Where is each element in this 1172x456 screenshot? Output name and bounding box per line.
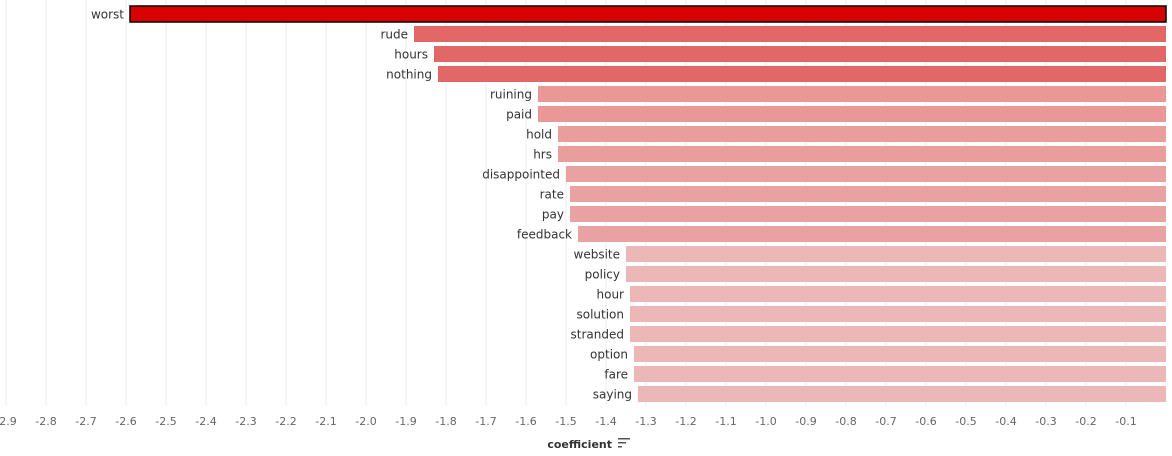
bar-stranded[interactable] <box>630 326 1166 342</box>
x-tick-label: -0.8 <box>835 415 856 428</box>
bar-fare[interactable] <box>634 366 1166 382</box>
bars <box>129 5 1167 402</box>
x-tick-label: -0.1 <box>1115 415 1136 428</box>
bar-website[interactable] <box>626 246 1166 262</box>
bar-solution[interactable] <box>630 306 1166 322</box>
bar-label-nothing: nothing <box>386 68 432 82</box>
x-tick-label: -1.7 <box>475 415 496 428</box>
x-tick-label: -1.1 <box>715 415 736 428</box>
bar-label-fare: fare <box>604 368 628 382</box>
bar-labels: worst rude hours nothing ruining paid hold hrs d… <box>91 8 632 402</box>
x-tick-label: -2.1 <box>315 415 336 428</box>
x-tick-label: -0.2 <box>1075 415 1096 428</box>
x-tick-label: -1.3 <box>635 415 656 428</box>
bar-label-website: website <box>574 248 621 262</box>
bar-label-ruining: ruining <box>490 88 532 102</box>
bar-label-policy: policy <box>585 268 620 282</box>
x-axis-ticks: -2.9 -2.8 -2.7 -2.6 -2.5 -2.4 -2.3 -2.2 -2.1 -2.0… <box>0 415 1137 428</box>
x-tick-label: -0.7 <box>875 415 896 428</box>
x-tick-label: -0.3 <box>1035 415 1056 428</box>
bar-label-rate: rate <box>540 188 564 202</box>
x-tick-label: -2.8 <box>35 415 56 428</box>
bar-hours[interactable] <box>434 46 1166 62</box>
bar-feedback[interactable] <box>578 226 1166 242</box>
x-tick-label: -0.4 <box>995 415 1016 428</box>
x-tick-label: -1.6 <box>515 415 536 428</box>
x-tick-label: -2.4 <box>195 415 216 428</box>
bar-label-disappointed: disappointed <box>482 168 560 182</box>
x-tick-label: -1.2 <box>675 415 696 428</box>
x-tick-label: -1.0 <box>755 415 776 428</box>
bar-label-worst: worst <box>91 8 124 22</box>
bar-option[interactable] <box>634 346 1166 362</box>
bar-label-hour: hour <box>597 288 625 302</box>
x-axis-title: coefficient <box>547 438 612 451</box>
bar-label-feedback: feedback <box>517 228 572 242</box>
bar-label-paid: paid <box>506 108 532 122</box>
bar-policy[interactable] <box>626 266 1166 282</box>
bar-label-hold: hold <box>526 128 552 142</box>
x-tick-label: -0.9 <box>795 415 816 428</box>
bar-label-rude: rude <box>380 28 408 42</box>
bar-label-saying: saying <box>593 388 632 402</box>
x-tick-label: -0.6 <box>915 415 936 428</box>
bar-worst[interactable] <box>129 5 1167 23</box>
x-tick-label: -1.8 <box>435 415 456 428</box>
x-tick-label: -2.3 <box>235 415 256 428</box>
bar-label-pay: pay <box>542 208 564 222</box>
bar-pay[interactable] <box>570 206 1166 222</box>
x-tick-label: -2.7 <box>75 415 96 428</box>
x-tick-label: -1.5 <box>555 415 576 428</box>
bar-hold[interactable] <box>558 126 1166 142</box>
bar-rude[interactable] <box>414 26 1166 42</box>
bar-hrs[interactable] <box>558 146 1166 162</box>
sort-descending-icon[interactable] <box>618 438 630 448</box>
bar-label-hrs: hrs <box>533 148 552 162</box>
bar-ruining[interactable] <box>538 86 1166 102</box>
x-tick-label: -1.9 <box>395 415 416 428</box>
x-tick-label: -2.2 <box>275 415 296 428</box>
bar-paid[interactable] <box>538 106 1166 122</box>
x-tick-label: -0.5 <box>955 415 976 428</box>
bar-label-option: option <box>590 348 628 362</box>
x-tick-label: -2.0 <box>355 415 376 428</box>
bar-label-hours: hours <box>394 48 428 62</box>
bar-label-stranded: stranded <box>571 328 624 342</box>
x-tick-label: -1.4 <box>595 415 616 428</box>
bar-saying[interactable] <box>638 386 1166 402</box>
bar-hour[interactable] <box>630 286 1166 302</box>
bar-rate[interactable] <box>570 186 1166 202</box>
bar-label-solution: solution <box>576 308 624 322</box>
x-tick-label: -2.9 <box>0 415 17 428</box>
x-tick-label: -2.6 <box>115 415 136 428</box>
x-tick-label: -2.5 <box>155 415 176 428</box>
bar-disappointed[interactable] <box>566 166 1166 182</box>
bar-nothing[interactable] <box>438 66 1166 82</box>
